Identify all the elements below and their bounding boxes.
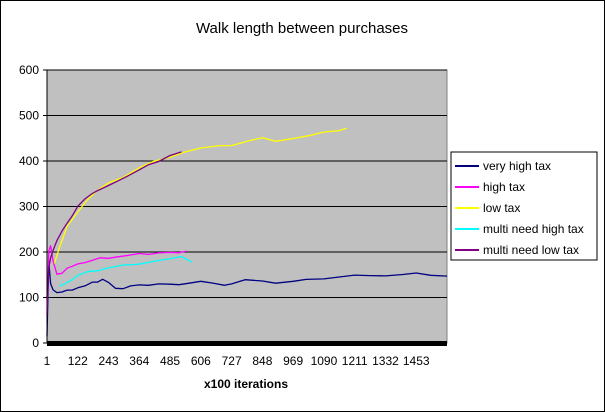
y-tick-label: 300 [19, 200, 39, 214]
y-tick-label: 200 [19, 245, 39, 259]
y-tick-label: 0 [32, 336, 39, 350]
series-line-high-tax [46, 245, 187, 316]
x-axis-line [47, 341, 447, 346]
x-tick-label: 1090 [311, 354, 338, 368]
legend-label: very high tax [483, 159, 551, 173]
x-tick-label: 485 [160, 354, 180, 368]
series-line-very-high-tax [46, 260, 448, 337]
series-line-multi-need-high-tax [59, 255, 193, 287]
series-line-multi-need-low-tax [46, 151, 182, 298]
series-line-low-tax [53, 127, 347, 264]
x-axis-ticks: 1 122 243 364 485 606 727 848 969 1090 1211 1332 145… [44, 354, 430, 368]
legend-label: low tax [483, 201, 520, 215]
x-tick-label: 243 [99, 354, 119, 368]
y-tick-label: 400 [19, 154, 39, 168]
x-axis-label: x100 iterations [204, 377, 288, 391]
legend-label: high tax [483, 180, 525, 194]
plot-area [46, 69, 448, 346]
legend-label: multi need high tax [483, 222, 584, 236]
x-tick-label: 727 [222, 354, 242, 368]
x-tick-label: 969 [283, 354, 303, 368]
legend-label: multi need low tax [483, 243, 579, 257]
x-tick-label: 606 [191, 354, 211, 368]
y-tick-label: 500 [19, 109, 39, 123]
series-group [46, 127, 448, 337]
legend-box [450, 151, 598, 261]
x-tick-label: 1 [44, 354, 51, 368]
y-axis-ticks: 0 100 200 300 400 500 600 [19, 63, 47, 350]
gridlines [47, 69, 447, 298]
y-tick-label: 600 [19, 63, 39, 77]
x-tick-label: 364 [129, 354, 149, 368]
x-tick-label: 1211 [342, 354, 368, 368]
y-tick-label: 100 [19, 291, 39, 305]
chart-title: Walk length between purchases [196, 20, 408, 37]
x-tick-label: 122 [68, 354, 88, 368]
legend: very high tax high tax low tax multi need h… [450, 151, 598, 261]
x-tick-label: 1332 [372, 354, 399, 368]
x-tick-label: 848 [252, 354, 272, 368]
x-tick-label: 1453 [403, 354, 430, 368]
